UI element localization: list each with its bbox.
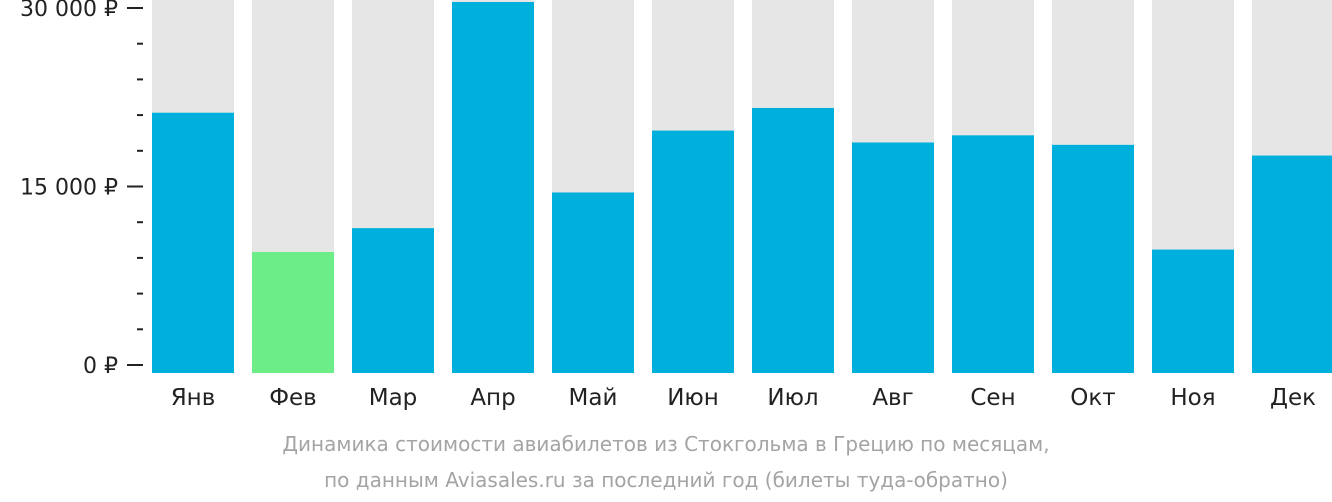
bar-1	[252, 251, 334, 373]
y-axis: 0 ₽ 15 000 ₽ 30 000 ₽	[20, 0, 143, 379]
bar-9	[1052, 144, 1134, 373]
x-tick-label: Сен	[970, 385, 1015, 411]
bar-6	[752, 107, 834, 374]
bar-8	[952, 135, 1034, 373]
x-tick-label: Ноя	[1170, 385, 1215, 411]
price-bar-chart: 0 ₽ 15 000 ₽ 30 000 ₽ Янв Фев Мар Апр Май Июн Ию…	[20, 0, 1332, 411]
y-tick-label: 30 000 ₽	[20, 0, 118, 22]
bar-4	[552, 192, 634, 373]
bar-0	[152, 112, 234, 373]
bar-3	[452, 2, 534, 373]
x-tick-label: Дек	[1270, 385, 1316, 411]
y-tick-label: 15 000 ₽	[20, 176, 118, 201]
x-axis-labels: Янв Фев Мар Апр Май Июн Июл Авг Сен Окт Ноя Дек	[171, 385, 1316, 411]
chart-caption-line-1: Динамика стоимости авиабилетов из Стокго…	[282, 432, 1050, 456]
x-tick-label: Июл	[767, 385, 818, 411]
bar-10	[1152, 249, 1234, 373]
chart-caption-line-2: по данным Aviasales.ru за последний год …	[324, 468, 1008, 492]
bar-7	[852, 142, 934, 373]
x-tick-label: Фев	[269, 385, 317, 411]
bars	[152, 2, 1332, 374]
x-tick-label: Окт	[1070, 385, 1115, 411]
bar-5	[652, 130, 734, 373]
x-tick-label: Май	[569, 385, 618, 411]
x-tick-label: Мар	[369, 385, 418, 411]
y-tick-label: 0 ₽	[83, 354, 118, 379]
x-tick-label: Апр	[470, 385, 515, 411]
x-tick-label: Июн	[667, 385, 719, 411]
x-tick-label: Авг	[872, 385, 913, 411]
bar-11	[1252, 155, 1332, 373]
x-tick-label: Янв	[171, 385, 216, 411]
bar-2	[352, 228, 434, 373]
